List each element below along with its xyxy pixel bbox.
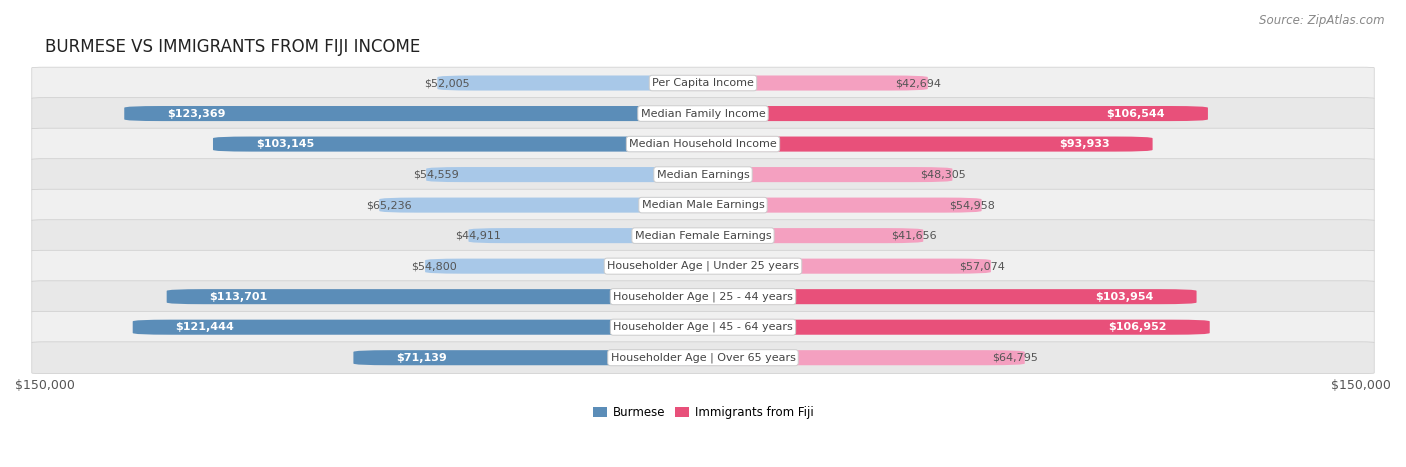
- Text: $121,444: $121,444: [176, 322, 235, 332]
- Text: $65,236: $65,236: [366, 200, 412, 210]
- Text: $52,005: $52,005: [425, 78, 470, 88]
- FancyBboxPatch shape: [665, 228, 924, 243]
- Text: BURMESE VS IMMIGRANTS FROM FIJI INCOME: BURMESE VS IMMIGRANTS FROM FIJI INCOME: [45, 38, 420, 57]
- Text: $48,305: $48,305: [920, 170, 966, 180]
- FancyBboxPatch shape: [665, 106, 1208, 121]
- Text: $103,954: $103,954: [1095, 292, 1154, 302]
- FancyBboxPatch shape: [32, 220, 1374, 252]
- FancyBboxPatch shape: [167, 289, 741, 304]
- FancyBboxPatch shape: [665, 136, 1153, 152]
- Text: $113,701: $113,701: [209, 292, 267, 302]
- Text: $64,795: $64,795: [993, 353, 1039, 363]
- Text: Source: ZipAtlas.com: Source: ZipAtlas.com: [1260, 14, 1385, 27]
- FancyBboxPatch shape: [32, 128, 1374, 160]
- Text: Median Female Earnings: Median Female Earnings: [634, 231, 772, 241]
- Text: Median Male Earnings: Median Male Earnings: [641, 200, 765, 210]
- Legend: Burmese, Immigrants from Fiji: Burmese, Immigrants from Fiji: [588, 402, 818, 424]
- FancyBboxPatch shape: [665, 167, 952, 182]
- FancyBboxPatch shape: [32, 250, 1374, 282]
- FancyBboxPatch shape: [426, 167, 741, 182]
- FancyBboxPatch shape: [665, 259, 991, 274]
- FancyBboxPatch shape: [124, 106, 741, 121]
- Text: $44,911: $44,911: [454, 231, 501, 241]
- FancyBboxPatch shape: [32, 67, 1374, 99]
- Text: $57,074: $57,074: [959, 261, 1004, 271]
- FancyBboxPatch shape: [132, 319, 741, 335]
- Text: Median Family Income: Median Family Income: [641, 108, 765, 119]
- FancyBboxPatch shape: [665, 319, 1209, 335]
- Text: $54,559: $54,559: [412, 170, 458, 180]
- Text: Householder Age | 25 - 44 years: Householder Age | 25 - 44 years: [613, 291, 793, 302]
- Text: Per Capita Income: Per Capita Income: [652, 78, 754, 88]
- FancyBboxPatch shape: [665, 350, 1025, 365]
- Text: $71,139: $71,139: [396, 353, 447, 363]
- Text: $42,694: $42,694: [896, 78, 942, 88]
- FancyBboxPatch shape: [212, 136, 741, 152]
- FancyBboxPatch shape: [665, 289, 1197, 304]
- FancyBboxPatch shape: [665, 76, 928, 91]
- FancyBboxPatch shape: [353, 350, 741, 365]
- FancyBboxPatch shape: [32, 189, 1374, 221]
- Text: $123,369: $123,369: [167, 108, 225, 119]
- Text: Householder Age | Over 65 years: Householder Age | Over 65 years: [610, 353, 796, 363]
- FancyBboxPatch shape: [665, 198, 981, 212]
- Text: $106,544: $106,544: [1107, 108, 1166, 119]
- Text: Median Household Income: Median Household Income: [628, 139, 778, 149]
- Text: $41,656: $41,656: [891, 231, 936, 241]
- FancyBboxPatch shape: [380, 198, 741, 212]
- FancyBboxPatch shape: [32, 311, 1374, 343]
- FancyBboxPatch shape: [32, 98, 1374, 129]
- FancyBboxPatch shape: [425, 259, 741, 274]
- FancyBboxPatch shape: [32, 281, 1374, 312]
- Text: Householder Age | 45 - 64 years: Householder Age | 45 - 64 years: [613, 322, 793, 333]
- Text: $93,933: $93,933: [1059, 139, 1109, 149]
- Text: $54,800: $54,800: [412, 261, 457, 271]
- Text: $106,952: $106,952: [1108, 322, 1167, 332]
- Text: Median Earnings: Median Earnings: [657, 170, 749, 180]
- Text: $54,958: $54,958: [949, 200, 995, 210]
- FancyBboxPatch shape: [32, 159, 1374, 191]
- Text: $103,145: $103,145: [256, 139, 314, 149]
- Text: Householder Age | Under 25 years: Householder Age | Under 25 years: [607, 261, 799, 271]
- FancyBboxPatch shape: [468, 228, 741, 243]
- FancyBboxPatch shape: [437, 76, 741, 91]
- FancyBboxPatch shape: [32, 342, 1374, 374]
